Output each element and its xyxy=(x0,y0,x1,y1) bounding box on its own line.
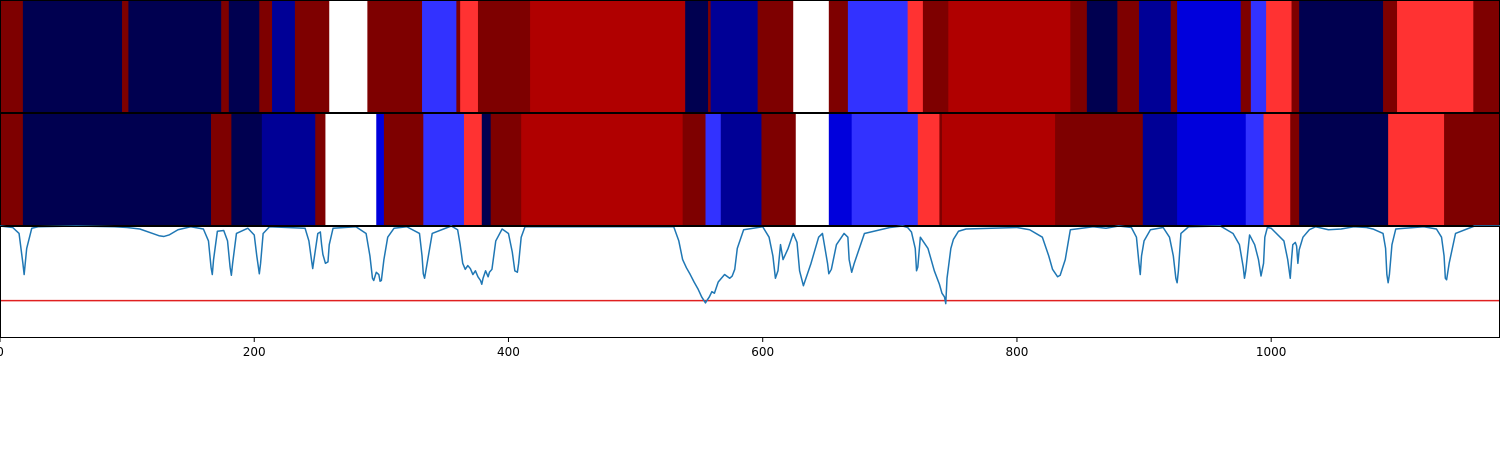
heatmap-top-cell xyxy=(1070,0,1088,113)
heatmap-bottom-cell xyxy=(383,113,424,226)
heatmap-top-cell xyxy=(1177,0,1242,113)
heatmap-bottom-cell xyxy=(682,113,707,226)
heatmap-bottom-cell xyxy=(1299,113,1389,226)
heatmap-bottom-cell xyxy=(490,113,522,226)
heatmap-bottom-cell xyxy=(325,113,377,226)
heatmap-top-cell xyxy=(1473,0,1500,113)
heatmap-bottom-cell xyxy=(1055,113,1144,226)
line-panel: 0 200 400 600 800 1000 xyxy=(0,225,1500,359)
heatmap-top-cell xyxy=(793,0,830,113)
heatmap-bottom-cell xyxy=(720,113,763,226)
heatmap-bottom-cell xyxy=(376,113,385,226)
heatmap-top-cell xyxy=(757,0,794,113)
x-tick-label: 400 xyxy=(497,345,520,359)
heatmap-top-cell xyxy=(1138,0,1172,113)
heatmap-bottom-cell xyxy=(463,113,483,226)
x-tick-label: 800 xyxy=(1005,345,1028,359)
heatmap-bottom-cell xyxy=(1290,113,1300,226)
heatmap-top-cell xyxy=(122,0,129,113)
heatmap-top-cell xyxy=(272,0,296,113)
heatmap-bottom-cell xyxy=(22,113,212,226)
heatmap-bottom xyxy=(0,113,1500,226)
signal-line xyxy=(0,225,1500,305)
heatmap-top-cell xyxy=(685,0,709,113)
heatmap-bottom-cell xyxy=(0,113,24,226)
heatmap-top-cell xyxy=(294,0,330,113)
heatmap-top xyxy=(0,0,1500,113)
heatmap-bottom-cell xyxy=(795,113,830,226)
heatmap-top-cell xyxy=(422,0,457,113)
x-tick-label: 1000 xyxy=(1256,345,1287,359)
heatmap-bottom-cell xyxy=(1263,113,1291,226)
x-tick-label: 600 xyxy=(751,345,774,359)
heatmap-top-cell xyxy=(708,0,712,113)
heatmap-top-cell xyxy=(128,0,222,113)
heatmap-bottom-cell xyxy=(851,113,919,226)
heatmap-top-cell xyxy=(1266,0,1293,113)
heatmap-top-cell xyxy=(477,0,531,113)
heatmap-bottom-cell xyxy=(481,113,492,226)
x-axis-ticks: 0 200 400 600 800 1000 xyxy=(0,338,1286,359)
heatmap-bottom-cell xyxy=(1388,113,1445,226)
line-panel-background xyxy=(0,226,1500,338)
heatmap-top-cell xyxy=(1117,0,1140,113)
heatmap-top-cell xyxy=(907,0,924,113)
heatmap-bottom-cell xyxy=(261,113,316,226)
heatmap-bottom-cell xyxy=(939,113,943,226)
x-tick-label: 0 xyxy=(0,345,4,359)
heatmap-top-cell xyxy=(367,0,423,113)
heatmap-bottom-cell xyxy=(211,113,232,226)
heatmap-top-cell xyxy=(22,0,123,113)
heatmap-bottom-cell xyxy=(1177,113,1247,226)
heatmap-bottom-cell xyxy=(1444,113,1500,226)
heatmap-top-cell xyxy=(1170,0,1178,113)
heatmap-top-cell xyxy=(259,0,273,113)
heatmap-bottom-cell xyxy=(231,113,263,226)
heatmap-top-cell xyxy=(1240,0,1252,113)
heatmap-bottom-cell xyxy=(315,113,327,226)
heatmap-bottom-cell xyxy=(521,113,684,226)
heatmap-top-cell xyxy=(948,0,1071,113)
heatmap-top-cell xyxy=(710,0,759,113)
heatmap-bottom-cell xyxy=(761,113,797,226)
heatmap-top-cell xyxy=(228,0,260,113)
heatmap-top-cell xyxy=(847,0,909,113)
heatmap-bottom-cell xyxy=(705,113,722,226)
heatmap-top-cell xyxy=(0,0,24,113)
heatmap-top-cell xyxy=(828,0,849,113)
heatmap-top-cell xyxy=(530,0,686,113)
heatmap-top-cell xyxy=(460,0,479,113)
heatmap-bottom-cell xyxy=(917,113,941,226)
heatmap-bottom-cell xyxy=(1142,113,1178,226)
heatmap-top-cell xyxy=(1383,0,1398,113)
heatmap-top-cell xyxy=(221,0,230,113)
heatmap-top-cell xyxy=(1397,0,1474,113)
heatmap-top-cell xyxy=(1250,0,1267,113)
heatmap-bottom-cell xyxy=(1245,113,1265,226)
heatmap-top-cell xyxy=(456,0,461,113)
heatmap-top-cell xyxy=(1291,0,1300,113)
x-tick-label: 200 xyxy=(243,345,266,359)
heatmap-bottom-cell xyxy=(941,113,1056,226)
heatmap-top-cell xyxy=(1086,0,1118,113)
heatmap-bottom-cell xyxy=(423,113,465,226)
heatmap-bottom-cell xyxy=(828,113,853,226)
heatmap-top-cell xyxy=(1299,0,1384,113)
heatmap-top-cell xyxy=(329,0,368,113)
heatmap-top-cell xyxy=(922,0,949,113)
